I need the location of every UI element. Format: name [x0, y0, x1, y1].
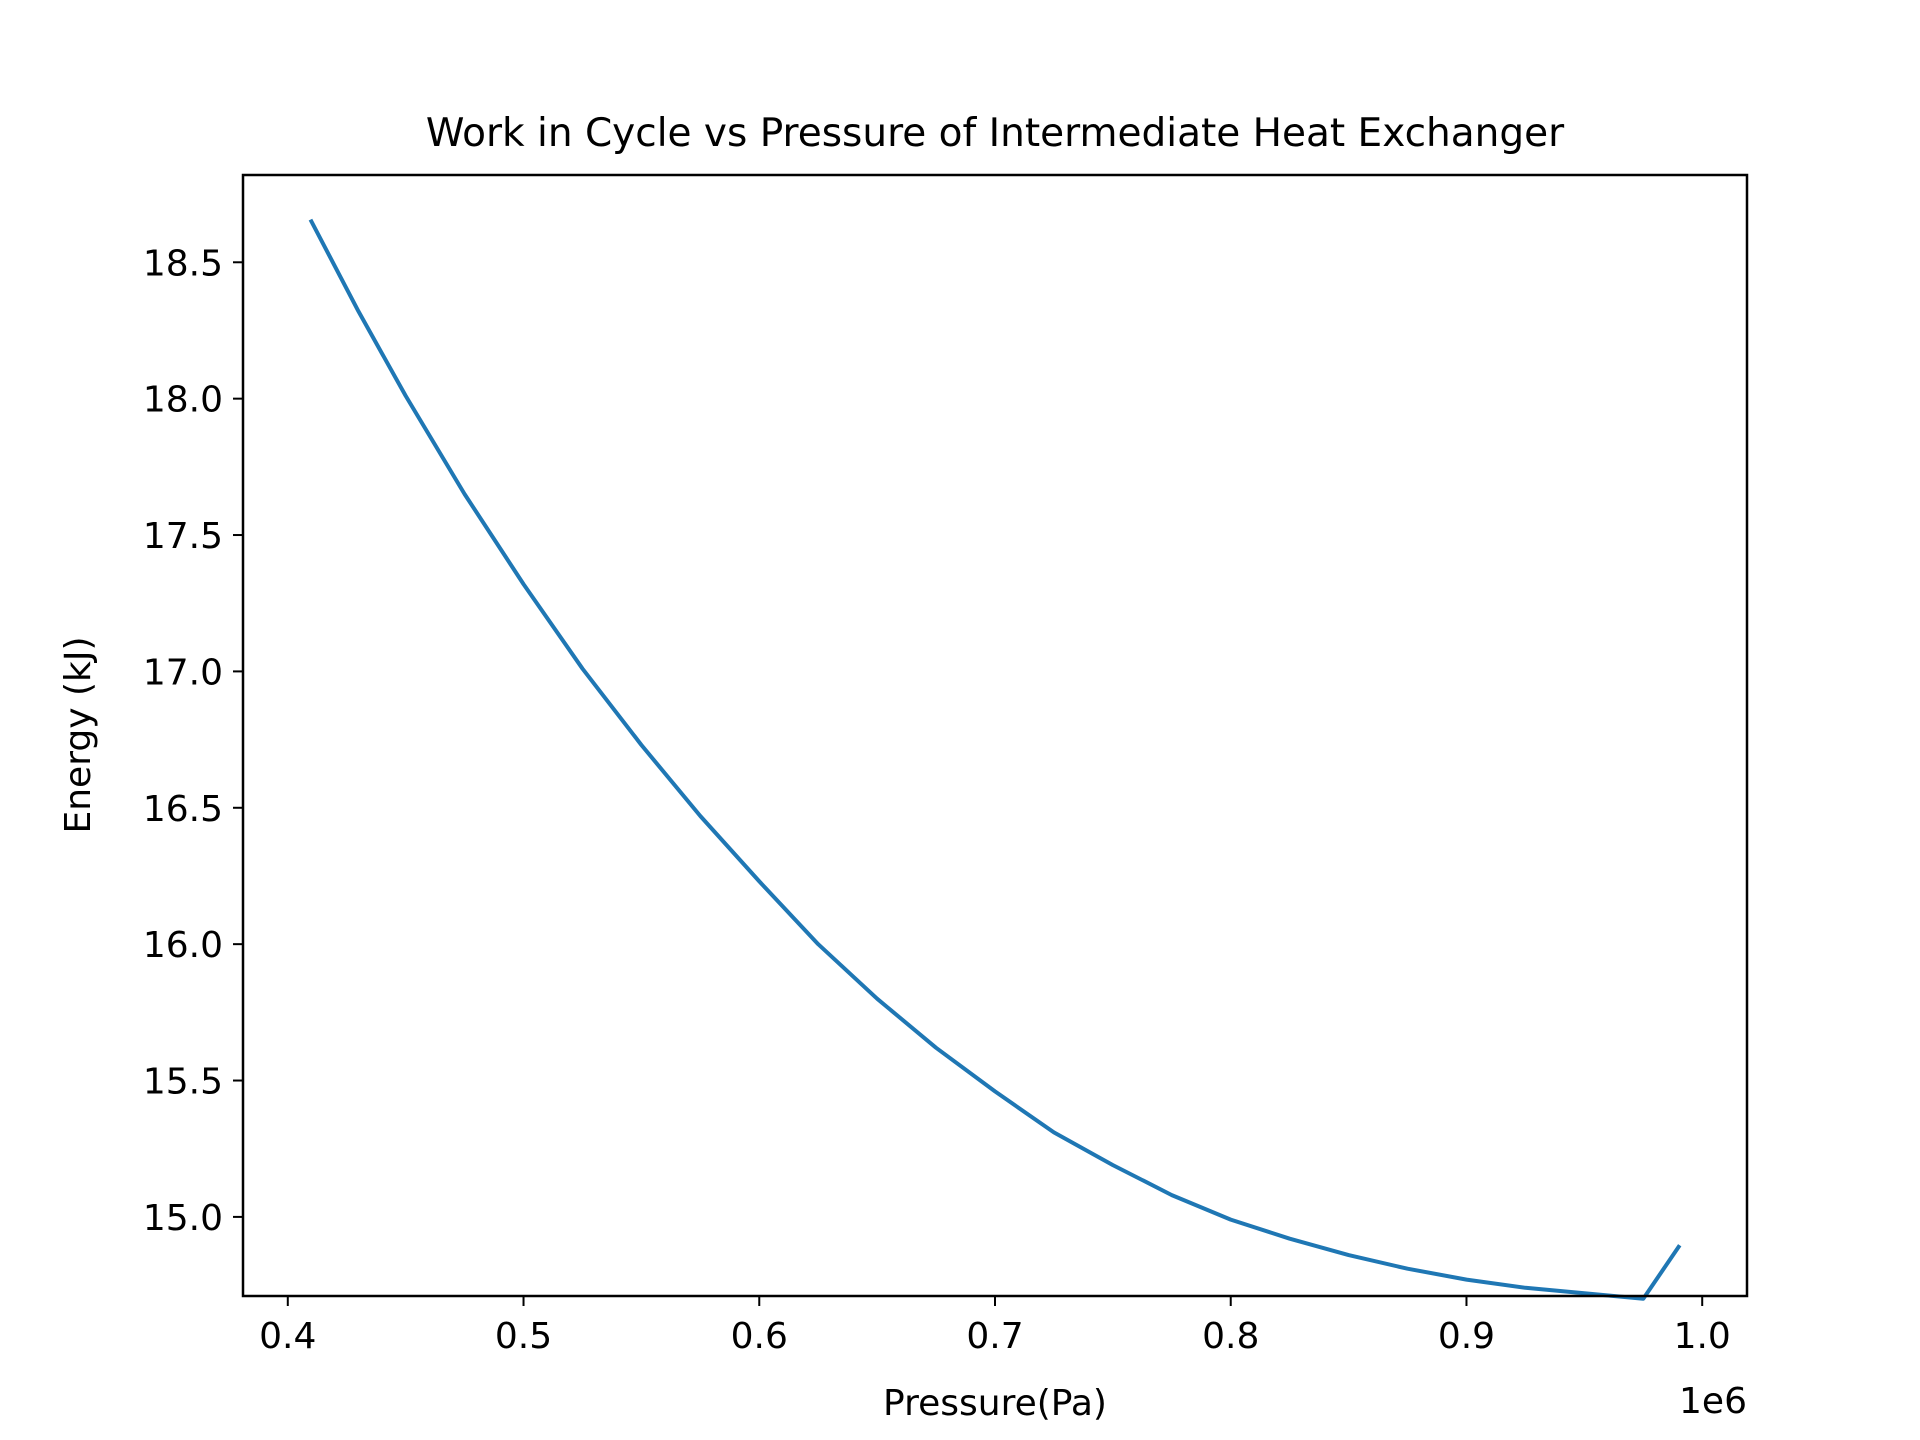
- y-tick-label: 16.5: [143, 789, 223, 830]
- y-tick-label: 17.0: [143, 652, 223, 693]
- x-axis-ticks: 0.4 0.5 0.6 0.7 0.8 0.9 1.0: [259, 1296, 1731, 1357]
- x-tick-label: 0.9: [1438, 1316, 1495, 1357]
- x-axis-label: Pressure(Pa): [883, 1383, 1107, 1424]
- y-axis-label: Energy (kJ): [58, 636, 99, 833]
- y-tick-label: 15.5: [143, 1062, 223, 1103]
- x-tick-label: 0.8: [1202, 1316, 1259, 1357]
- y-tick-label: 18.5: [143, 243, 223, 284]
- y-axis-ticks: 15.0 15.5 16.0 16.5 17.0 17.5 18.0 18.5: [143, 243, 243, 1239]
- y-tick-label: 17.5: [143, 516, 223, 557]
- x-tick-label: 0.4: [259, 1316, 316, 1357]
- y-tick-label: 16.0: [143, 925, 223, 966]
- x-tick-label: 1.0: [1674, 1316, 1731, 1357]
- x-axis-offset-label: 1e6: [1679, 1381, 1747, 1422]
- y-tick-label: 18.0: [143, 380, 223, 421]
- x-tick-label: 0.7: [966, 1316, 1023, 1357]
- chart-title: Work in Cycle vs Pressure of Intermediat…: [426, 111, 1565, 156]
- x-tick-label: 0.5: [495, 1316, 552, 1357]
- series-line: [308, 218, 1682, 1301]
- x-tick-label: 0.6: [731, 1316, 788, 1357]
- y-tick-label: 15.0: [143, 1198, 223, 1239]
